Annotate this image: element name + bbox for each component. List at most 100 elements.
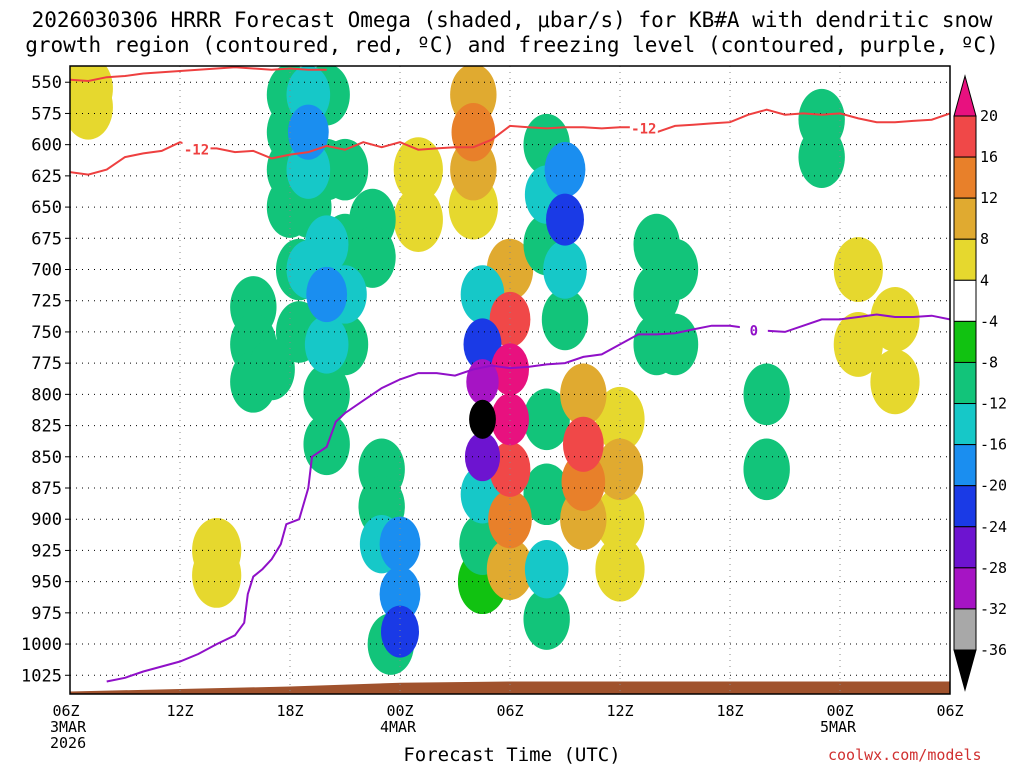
omega-cell — [523, 463, 570, 526]
omega-cell — [833, 237, 883, 302]
y-tick-label: 750 — [31, 323, 62, 343]
omega-cell — [304, 215, 349, 274]
omega-cell — [463, 318, 502, 371]
x-tick-year-label: 2026 — [50, 734, 86, 752]
omega-cell — [562, 416, 604, 472]
freezing-level-contour-line — [106, 313, 950, 683]
dgz-contour-label: -12 — [631, 121, 656, 137]
colorbar-swatch — [953, 567, 977, 610]
x-tick-label: 18Z — [276, 702, 303, 720]
dgz-contour-line-top — [70, 66, 327, 83]
omega-cell — [870, 349, 920, 415]
omega-cell — [464, 432, 501, 482]
terrain-surface — [70, 681, 950, 694]
omega-cell — [70, 74, 113, 140]
y-tick-label: 650 — [31, 198, 62, 218]
colorbar-swatch — [953, 485, 977, 528]
colorbar-label: -24 — [980, 518, 1007, 536]
y-tick-label: 575 — [31, 104, 62, 124]
chart-title-line1: 2026030306 HRRR Forecast Omega (shaded, … — [31, 8, 993, 32]
omega-cell — [544, 142, 586, 198]
dgz-contour-label-bg — [629, 120, 658, 136]
x-tick-date-label: 3MAR — [50, 718, 87, 736]
y-tick-label: 825 — [31, 417, 62, 437]
omega-cell — [488, 490, 532, 549]
y-tick-label: 775 — [31, 354, 62, 374]
y-tick-label: 925 — [31, 541, 62, 561]
omega-cell — [870, 287, 920, 352]
colorbar-label: -28 — [980, 559, 1007, 577]
omega-cell — [381, 605, 419, 658]
x-axis-label: Forecast Time (UTC) — [403, 744, 621, 766]
y-tick-label: 950 — [31, 573, 62, 593]
terrain-layer — [70, 681, 950, 694]
x-tick-label: 06Z — [496, 702, 523, 720]
omega-cell — [523, 588, 570, 650]
omega-cell — [546, 193, 584, 246]
dgz-contour-label-bg — [182, 141, 211, 157]
colorbar-swatch — [953, 279, 977, 322]
colorbar-swatch — [953, 361, 977, 405]
freezing-contour-label: 0 — [750, 324, 758, 340]
omega-cell — [469, 399, 496, 439]
x-tick-label: 06Z — [936, 702, 963, 720]
colorbar-label: -4 — [980, 312, 998, 330]
omega-cell — [595, 536, 645, 602]
colorbar-label: -16 — [980, 436, 1007, 454]
y-tick-label: 725 — [31, 292, 62, 312]
x-tick-date-label: 4MAR — [380, 718, 417, 736]
omega-cell — [491, 343, 529, 396]
colorbar-label: -20 — [980, 477, 1007, 495]
colorbar-label: 8 — [980, 230, 989, 248]
omega-cell — [595, 386, 645, 452]
omega-cell — [651, 238, 699, 301]
colorbar-label: 4 — [980, 271, 989, 289]
x-tick-label: 06Z — [52, 702, 79, 720]
y-tick-label: 675 — [31, 229, 62, 249]
freezing-contour-label-bg — [739, 322, 768, 338]
y-tick-label: 975 — [31, 604, 62, 624]
y-tick-label: 1025 — [21, 666, 62, 686]
y-tick-label: 700 — [31, 261, 62, 281]
x-tick-date-label: 5MAR — [820, 718, 857, 736]
colorbar-swatch — [953, 156, 977, 199]
colorbar-swatch — [953, 403, 977, 446]
colorbar-swatch — [953, 608, 977, 651]
chart-title-line2: growth region (contoured, red, ºC) and f… — [25, 33, 999, 57]
colorbar-swatch — [953, 320, 977, 363]
colorbar: 20 16 12 8 4 -4 -8 -12 -16 -20 -24 -28 -32 -36 — [953, 74, 1007, 692]
omega-cell — [523, 388, 570, 451]
omega-cell — [379, 516, 421, 572]
omega-cell — [560, 363, 607, 426]
colorbar-bottom-triangle — [953, 649, 977, 692]
contour-layer: -12 -12 0 — [70, 66, 950, 683]
x-tick-label: 18Z — [716, 702, 743, 720]
y-tick-label: 900 — [31, 510, 62, 530]
omega-cell — [393, 187, 443, 252]
colorbar-label: 12 — [980, 189, 998, 207]
y-tick-label: 1000 — [21, 635, 62, 655]
omega-cell — [287, 104, 329, 160]
y-tick-label: 625 — [31, 167, 62, 187]
omega-cell — [743, 438, 790, 501]
plot-frame — [69, 65, 951, 695]
x-tick-label: 12Z — [166, 702, 193, 720]
y-tick-label: 600 — [31, 136, 62, 156]
omega-cell — [596, 438, 644, 501]
x-tick-label: 12Z — [606, 702, 633, 720]
omega-cell — [543, 240, 587, 299]
colorbar-swatch — [953, 238, 977, 281]
colorbar-label: 16 — [980, 148, 998, 166]
omega-cell — [489, 291, 531, 348]
omega-cell — [595, 486, 645, 552]
colorbar-label: -8 — [980, 353, 998, 371]
omega-cell — [306, 266, 348, 323]
omega-cell — [466, 359, 499, 405]
credit-text: coolwx.com/models — [828, 746, 982, 764]
y-tick-label: 850 — [31, 448, 62, 468]
omega-cell — [491, 393, 529, 446]
omega-cell — [524, 539, 569, 599]
x-tick-label: 00Z — [386, 702, 413, 720]
omega-cell — [321, 138, 369, 201]
